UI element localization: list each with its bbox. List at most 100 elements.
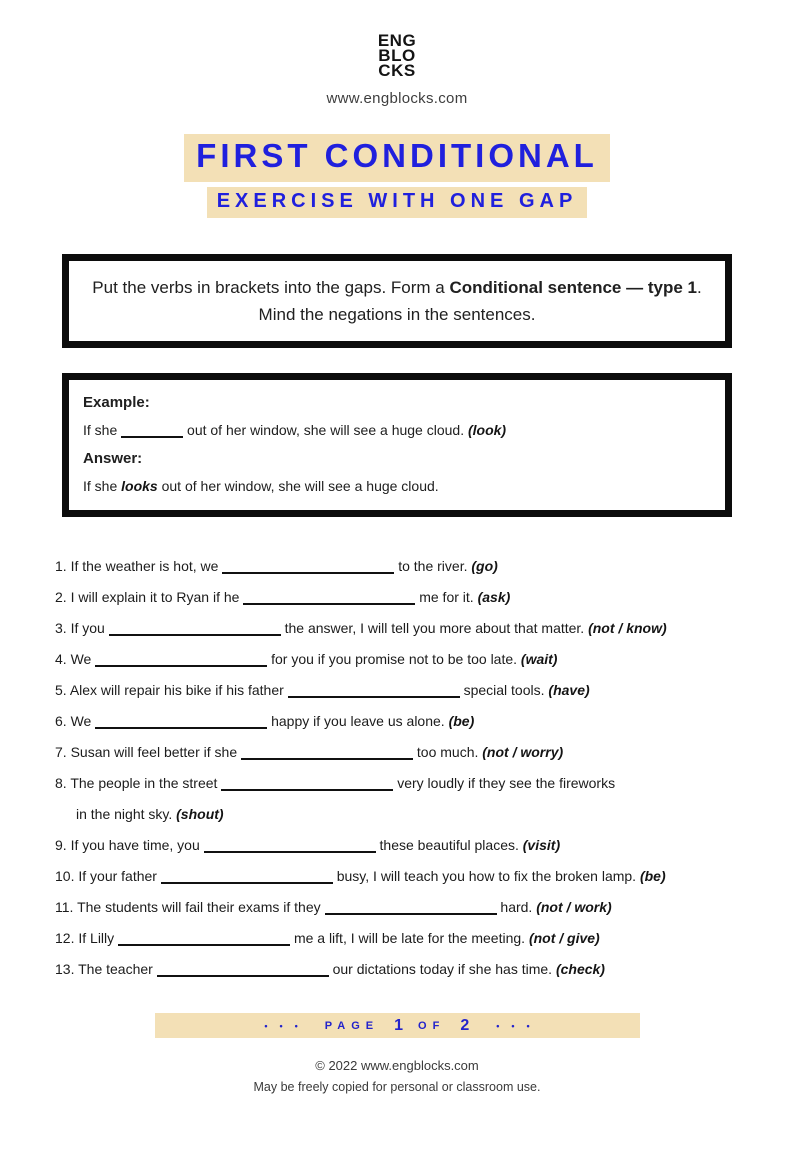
engblocks-logo: ENG BLO CKS [0, 31, 794, 80]
answer-gap[interactable] [222, 562, 395, 574]
item-verb-hint: (go) [471, 558, 498, 574]
dots-right: ••• [496, 1020, 542, 1031]
website-url: www.engblocks.com [326, 90, 468, 107]
exercise-item: 12. If Lilly me a lift, I will be late f… [55, 923, 749, 954]
item-text-post: for you if you promise not to be too lat… [271, 651, 518, 667]
item-text-continued: in the night sky. [76, 806, 173, 822]
exercise-item: 1. If the weather is hot, we to the rive… [55, 551, 749, 582]
answer-gap[interactable] [108, 624, 281, 636]
answer-pre: If she [83, 478, 118, 494]
exercise-item: 10. If your father busy, I will teach yo… [55, 861, 749, 892]
item-verb-hint: (not / work) [536, 899, 612, 915]
exercise-item: 5. Alex will repair his bike if his fath… [55, 675, 749, 706]
item-text-post: me a lift, I will be late for the meetin… [293, 930, 526, 946]
item-text-post: our dictations today if she has time. [332, 961, 553, 977]
answer-post: out of her window, she will see a huge c… [161, 478, 439, 494]
answer-gap[interactable] [324, 903, 497, 915]
item-number: 1. [55, 558, 67, 574]
item-text-pre: Alex will repair his bike if his father [69, 682, 284, 698]
answer-label: Answer: [83, 450, 143, 467]
item-text-post: very loudly if they see the fireworks [397, 775, 616, 791]
item-number: 6. [55, 713, 67, 729]
page-current: 1 [394, 1016, 404, 1034]
answer-gap[interactable] [156, 965, 329, 977]
item-number: 11. [55, 899, 74, 915]
copyright-line: © 2022 www.engblocks.com [315, 1058, 479, 1073]
item-text-pre: If the weather is hot, we [70, 558, 219, 574]
logo-line: CKS [378, 61, 416, 80]
answer-gap[interactable] [95, 655, 268, 667]
answer-gap[interactable] [203, 841, 376, 853]
answer-gap[interactable] [287, 686, 460, 698]
answer-gap[interactable] [221, 779, 394, 791]
of-label: OF [418, 1019, 446, 1032]
license-line: May be freely copied for personal or cla… [253, 1080, 541, 1094]
item-number: 4. [55, 651, 67, 667]
item-text-post: these beautiful places. [379, 837, 519, 853]
item-verb-hint: (shout) [176, 806, 224, 822]
item-text-pre: If your father [78, 868, 157, 884]
answer-word: looks [121, 478, 158, 494]
item-text-post: me for it. [419, 589, 474, 605]
answer-gap[interactable] [118, 934, 291, 946]
exercise-item: 6. We happy if you leave us alone. (be) [55, 706, 749, 737]
item-text-post: too much. [416, 744, 479, 760]
instructions-bold: Conditional sentence — type 1 [449, 278, 697, 297]
exercise-list: 1. If the weather is hot, we to the rive… [55, 551, 749, 985]
item-number: 9. [55, 837, 67, 853]
item-number: 10. [55, 868, 75, 884]
item-text-pre: We [70, 713, 92, 729]
example-label: Example: [83, 394, 150, 411]
item-number: 5. [55, 682, 67, 698]
item-text-post: special tools. [463, 682, 545, 698]
page-total: 2 [460, 1016, 470, 1034]
item-text-post: to the river. [398, 558, 468, 574]
item-verb-hint: (not / know) [588, 620, 667, 636]
item-verb-hint: (check) [555, 961, 605, 977]
answer-gap[interactable] [243, 593, 416, 605]
item-text-pre: If Lilly [78, 930, 115, 946]
instructions-post: . Mind the negations in the sentences. [258, 278, 702, 324]
example-sentence: If she out of her window, she will see a… [83, 422, 711, 438]
answer-gap[interactable] [160, 872, 333, 884]
item-verb-hint: (ask) [477, 589, 511, 605]
worksheet-page: ENG BLO CKS www.engblocks.com FIRST COND… [0, 31, 794, 1153]
example-gap [121, 426, 184, 438]
item-verb-hint: (be) [448, 713, 475, 729]
page-indicator-bar: ••• PAGE 1 OF 2 ••• [154, 1013, 640, 1038]
item-text-pre: The people in the street [70, 775, 218, 791]
item-verb-hint: (be) [639, 868, 666, 884]
example-verb-hint: (look) [467, 422, 507, 438]
item-text-pre: If you have time, you [70, 837, 200, 853]
example-box: Example: If she out of her window, she w… [62, 373, 732, 517]
item-number: 12. [55, 930, 75, 946]
answer-sentence: If she looks out of her window, she will… [83, 478, 711, 494]
item-number: 13. [55, 961, 75, 977]
dots-left: ••• [264, 1020, 310, 1031]
exercise-item: 3. If you the answer, I will tell you mo… [55, 613, 749, 644]
instructions-pre: Put the verbs in brackets into the gaps.… [92, 278, 450, 297]
answer-gap[interactable] [241, 748, 413, 760]
item-text-post: the answer, I will tell you more about t… [284, 620, 585, 636]
logo-line: ENG [377, 31, 417, 50]
item-verb-hint: (not / worry) [482, 744, 564, 760]
item-text-pre: We [70, 651, 92, 667]
item-verb-hint: (wait) [520, 651, 558, 667]
example-pre: If she [83, 422, 118, 438]
item-number: 7. [55, 744, 67, 760]
instructions-text: Put the verbs in brackets into the gaps.… [87, 274, 707, 328]
exercise-item: 11. The students will fail their exams i… [55, 892, 749, 923]
page-title: FIRST CONDITIONAL [184, 134, 610, 182]
item-text-post: hard. [500, 899, 533, 915]
answer-gap[interactable] [95, 717, 268, 729]
instructions-box: Put the verbs in brackets into the gaps.… [62, 254, 732, 348]
item-text-post: happy if you leave us alone. [271, 713, 445, 729]
item-text-pre: If you [70, 620, 105, 636]
item-verb-hint: (have) [548, 682, 590, 698]
item-verb-hint: (visit) [522, 837, 561, 853]
item-number: 8. [55, 775, 67, 791]
exercise-item: 8. The people in the street very loudly … [55, 768, 749, 830]
exercise-item: 4. We for you if you promise not to be t… [55, 644, 749, 675]
item-number: 3. [55, 620, 67, 636]
item-text-pre: Susan will feel better if she [70, 744, 238, 760]
